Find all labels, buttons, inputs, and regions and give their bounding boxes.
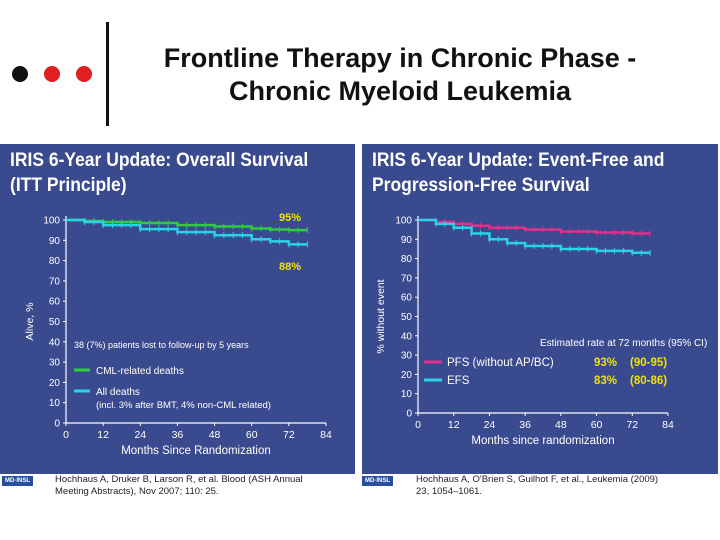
x-tick-label: 84 [662,419,674,431]
y-tick-label: 20 [49,378,61,389]
efs-title-line2: Progression-Free Survival [372,175,590,196]
lost-followup-note: 38 (7%) patients lost to follow-up by 5 … [74,340,249,350]
legend-rate-0: 93% [594,357,617,369]
os-title-line1: IRIS 6-Year Update: Overall Survival [10,150,309,171]
mdanderson-logo: MD·INSL [2,476,33,486]
y-tick-label: 80 [49,256,61,267]
red-dot-1 [44,66,60,82]
x-tick-label: 60 [246,429,258,441]
slide-title-line2: Chronic Myeloid Leukemia [228,76,572,106]
efs-pfs-panel: IRIS 6-Year Update: Event-Free and Progr… [362,144,718,474]
os-title-line2: (ITT Principle) [10,175,127,196]
legend-label-cml: CML-related deaths [96,366,184,377]
left-reference: Hochhaus A, Druker B, Larson R, et al. B… [55,474,355,498]
legend-ci-0: (90-95) [630,357,667,369]
x-tick-label: 36 [172,429,184,441]
cyan-value-label: 88% [279,261,301,273]
y-tick-label: 100 [43,216,60,227]
x-tick-label: 24 [134,429,146,441]
y-tick-label: 10 [401,389,413,400]
x-tick-label: 48 [555,419,567,431]
x-tick-label: 24 [484,419,496,431]
left-reference-line1: Hochhaus A, Druker B, Larson R, et al. B… [55,474,303,485]
y-axis-label: % without event [375,279,387,353]
left-reference-line2: Meeting Abstracts), Nov 2007; 110: 25. [55,486,219,497]
x-axis-label: Months since randomization [471,435,614,447]
right-reference-line2: 23, 1054–1061. [416,486,483,497]
y-tick-label: 90 [49,236,61,247]
y-tick-label: 0 [406,409,412,420]
mdanderson-logo-right: MD·INSL [362,476,393,486]
legend-ci-1: (80-86) [630,375,667,387]
efs-title-line1: IRIS 6-Year Update: Event-Free and [372,150,665,171]
x-tick-label: 48 [209,429,221,441]
x-tick-label: 36 [519,419,531,431]
right-reference: Hochhaus A, O'Brien S, Guilhot F, et al.… [416,474,716,498]
estimate-note: Estimated rate at 72 months (95% CI) [540,338,707,349]
y-tick-label: 10 [49,398,61,409]
legend-rate-1: 83% [594,375,617,387]
y-tick-label: 40 [49,337,61,348]
y-tick-label: 70 [49,276,61,287]
y-axis-label: Alive, % [24,303,36,341]
y-tick-label: 40 [401,331,413,342]
x-tick-label: 0 [415,419,421,431]
legend-label-all-note: (incl. 3% after BMT, 4% non-CML related) [96,400,271,411]
black-dot [12,66,28,82]
y-tick-label: 70 [401,273,413,284]
slide-title: Frontline Therapy in Chronic Phase - Chr… [120,42,680,108]
x-tick-label: 0 [63,429,69,441]
y-tick-label: 20 [401,370,413,381]
y-tick-label: 100 [395,216,412,227]
right-reference-line1: Hochhaus A, O'Brien S, Guilhot F, et al.… [416,474,659,485]
overall-survival-panel: IRIS 6-Year Update: Overall Survival (IT… [0,144,355,474]
x-tick-label: 12 [97,429,109,441]
x-tick-label: 84 [320,429,332,441]
x-axis-label: Months Since Randomization [121,445,271,457]
x-tick-label: 60 [591,419,603,431]
x-tick-label: 72 [283,429,295,441]
red-dot-2 [76,66,92,82]
y-tick-label: 0 [54,419,60,430]
y-tick-label: 50 [401,312,413,323]
overall-survival-title: IRIS 6-Year Update: Overall Survival (IT… [10,148,308,198]
y-tick-label: 30 [49,358,61,369]
green-value-label: 95% [279,212,301,224]
y-tick-label: 80 [401,254,413,265]
y-tick-label: 60 [49,297,61,308]
y-tick-label: 50 [49,317,61,328]
y-tick-label: 60 [401,293,413,304]
overall-survival-chart: 0 10 20 30 40 50 60 70 80 90 100 0 12 24 36 48 60 72 84 Mon… [24,212,332,457]
legend-label-all: All deaths [96,387,140,398]
efs-pfs-chart: 0 10 20 30 40 50 60 70 80 90 100 0 12 24 36 48 60 72 84 Mon… [375,216,707,448]
y-tick-label: 30 [401,351,413,362]
y-tick-label: 90 [401,235,413,246]
x-tick-label: 72 [626,419,638,431]
slide-title-line1: Frontline Therapy in Chronic Phase - [163,43,637,73]
legend-label-0: PFS (without AP/BC) [447,357,554,369]
efs-pfs-title: IRIS 6-Year Update: Event-Free and Progr… [372,148,664,198]
title-divider [106,22,109,126]
x-tick-label: 12 [448,419,460,431]
legend-label-1: EFS [447,375,470,387]
